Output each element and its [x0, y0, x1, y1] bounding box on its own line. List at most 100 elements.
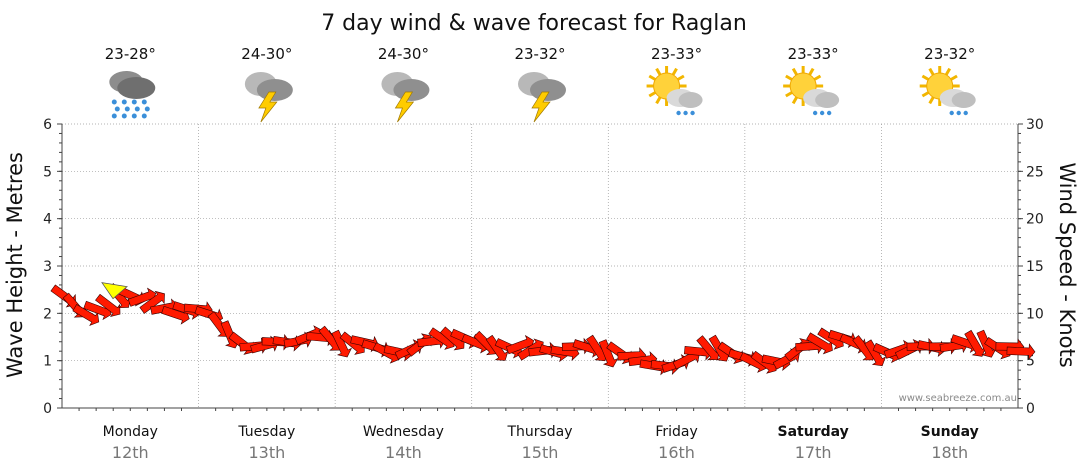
cloud-shape — [530, 79, 566, 101]
right-axis-ticks: 0 5 10 15 20 25 30 — [1018, 117, 1044, 417]
wind-arrow — [806, 332, 833, 355]
temperature-label: 24-30° — [378, 45, 429, 63]
raindrop-shape — [819, 110, 825, 116]
raindrop-shape — [144, 106, 150, 112]
raindrop-shape — [114, 106, 120, 112]
day-label: Friday — [655, 424, 697, 440]
raindrop-shape — [141, 113, 147, 119]
left-tick-label: 0 — [43, 401, 52, 417]
temperature-label: 24-30° — [241, 45, 292, 63]
temperature-label: 23-28° — [105, 45, 156, 63]
date-label: 18th — [931, 443, 968, 462]
raindrop-shape — [690, 110, 695, 116]
temperature-label: 23-33° — [788, 45, 839, 63]
wind-arrow — [598, 339, 619, 368]
lightning-bolt-shape — [258, 91, 278, 123]
right-tick-label: 10 — [1026, 306, 1044, 322]
thunderstorm-icon — [381, 72, 430, 123]
raindrop-shape — [111, 99, 117, 105]
grid-lines — [62, 123, 1018, 408]
day-label: Thursday — [506, 424, 572, 440]
date-label: 17th — [795, 443, 832, 462]
left-axis-ticks: 0 1 2 3 4 5 6 — [43, 117, 62, 417]
temperature-labels: 23-28° 24-30° 24-30° 23-32° 23-33° 23-33° 23-3… — [105, 45, 976, 63]
wind-arrow — [485, 334, 509, 361]
wind-arrow — [95, 293, 121, 318]
date-label: 13th — [248, 443, 285, 462]
right-tick-label: 15 — [1026, 259, 1044, 275]
temperature-label: 23-32° — [924, 45, 975, 63]
sun-showers-icon — [783, 66, 840, 116]
day-label: Saturday — [778, 424, 849, 440]
raindrop-shape — [121, 99, 127, 105]
left-tick-label: 4 — [43, 212, 52, 228]
raindrop-shape — [956, 110, 961, 116]
weather-icons — [109, 66, 976, 123]
wind-arrow — [864, 339, 887, 367]
wind-arrow — [964, 329, 987, 357]
left-tick-label: 2 — [43, 306, 52, 322]
temperature-label: 23-32° — [514, 45, 565, 63]
raindrop-shape — [124, 106, 130, 112]
wind-arrow — [127, 287, 157, 307]
raindrop-shape — [131, 113, 137, 119]
wind-arrow — [161, 305, 190, 325]
left-axis-title: Wave Height - Metres — [3, 152, 27, 378]
sun-showers-icon — [919, 66, 976, 116]
cloud-shape — [678, 92, 703, 108]
right-tick-label: 30 — [1026, 117, 1044, 133]
raindrop-shape — [963, 110, 968, 116]
left-tick-label: 1 — [43, 354, 52, 370]
thunderstorm-icon — [244, 72, 293, 123]
date-label: 16th — [658, 443, 695, 462]
lightning-bolt-shape — [394, 91, 415, 123]
raindrop-shape — [949, 110, 954, 116]
cloud-shape — [117, 77, 156, 99]
right-tick-label: 5 — [1026, 354, 1035, 370]
rain-cloud-icon — [109, 71, 156, 119]
day-label: Tuesday — [237, 424, 295, 440]
raindrop-shape — [683, 110, 688, 116]
raindrop-shape — [131, 99, 137, 105]
left-tick-label: 3 — [43, 259, 52, 275]
sun-showers-icon — [646, 66, 703, 116]
wind-arrow — [331, 329, 353, 358]
raindrop-shape — [134, 106, 140, 112]
wind-arrow — [83, 300, 112, 321]
wind-arrow — [72, 304, 100, 326]
right-tick-label: 25 — [1026, 164, 1044, 180]
credit-text: www.seabreeze.com.au — [899, 393, 1017, 404]
right-tick-label: 0 — [1026, 401, 1035, 417]
day-label: Sunday — [921, 424, 979, 440]
raindrop-shape — [826, 110, 832, 116]
wave-height-marker — [101, 282, 128, 300]
cloud-shape — [951, 92, 976, 108]
raindrop-shape — [812, 110, 818, 116]
lightning-bolt-shape — [531, 91, 551, 123]
left-tick-label: 6 — [43, 117, 52, 133]
raindrop-shape — [111, 113, 117, 119]
cloud-shape — [393, 79, 430, 101]
temperature-label: 23-33° — [651, 45, 702, 63]
wave-markers — [101, 282, 128, 300]
raindrop-shape — [121, 113, 127, 119]
raindrop-shape — [676, 110, 681, 116]
right-tick-label: 20 — [1026, 212, 1044, 228]
left-tick-label: 5 — [43, 164, 52, 180]
wind-arrows — [50, 283, 1036, 376]
date-label: 12th — [112, 443, 149, 462]
raindrop-shape — [141, 99, 147, 105]
thunderstorm-icon — [518, 72, 566, 123]
day-label: Wednesday — [363, 424, 444, 440]
cloud-shape — [256, 79, 293, 101]
chart-title: 7 day wind & wave forecast for Raglan — [321, 11, 747, 36]
day-label: Monday — [103, 424, 158, 440]
right-axis-title: Wind Speed - Knots — [1055, 162, 1079, 367]
wind-arrow — [696, 335, 720, 361]
date-label: 15th — [522, 443, 559, 462]
day-labels: Monday 12th Tuesday 13th Wednesday 14th Thursd… — [78, 408, 1002, 462]
sun-shape — [919, 66, 960, 106]
wind-arrow — [1006, 343, 1036, 360]
date-label: 14th — [385, 443, 422, 462]
